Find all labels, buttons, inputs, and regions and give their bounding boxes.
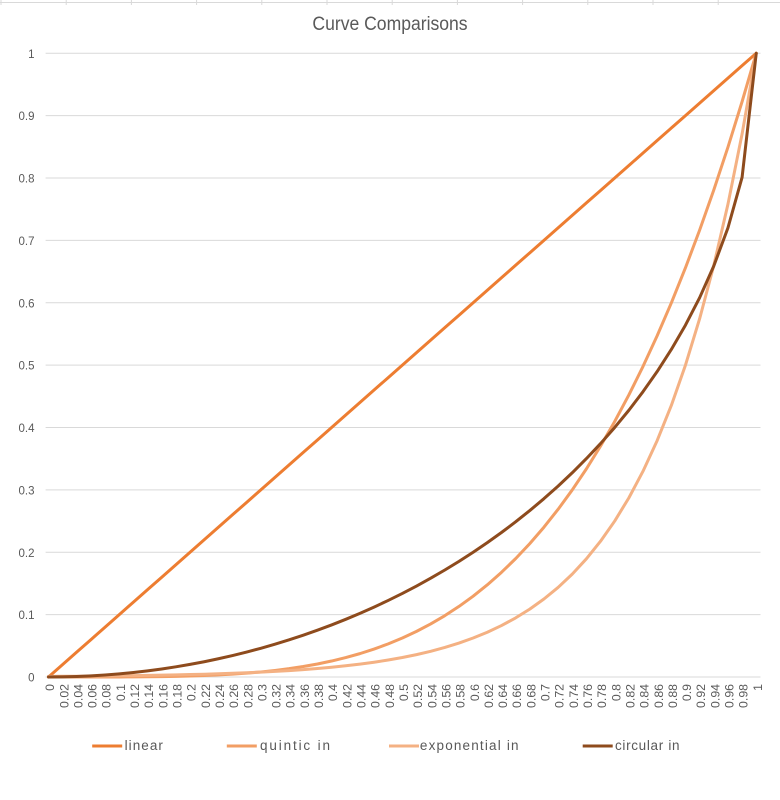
svg-text:0.84: 0.84 — [638, 684, 652, 708]
svg-text:0.96: 0.96 — [723, 684, 737, 708]
svg-text:1: 1 — [28, 49, 34, 61]
svg-text:circular in: circular in — [615, 738, 680, 753]
svg-text:0.44: 0.44 — [355, 684, 369, 708]
svg-text:0.92: 0.92 — [694, 684, 708, 708]
svg-text:0.38: 0.38 — [312, 684, 326, 708]
svg-text:0.46: 0.46 — [369, 684, 383, 708]
svg-text:0.9: 0.9 — [680, 684, 694, 701]
svg-text:0.26: 0.26 — [227, 684, 241, 708]
svg-text:0.6: 0.6 — [19, 298, 35, 310]
svg-text:0.52: 0.52 — [411, 684, 425, 708]
svg-text:0.88: 0.88 — [666, 684, 680, 708]
svg-text:0.04: 0.04 — [71, 684, 85, 708]
svg-text:0.9: 0.9 — [19, 111, 35, 123]
svg-text:0.56: 0.56 — [439, 684, 453, 708]
svg-text:0.42: 0.42 — [340, 684, 354, 708]
svg-text:0.08: 0.08 — [100, 684, 114, 708]
svg-text:0: 0 — [28, 673, 34, 685]
svg-text:0.1: 0.1 — [19, 610, 35, 622]
svg-text:exponential in: exponential in — [420, 738, 519, 753]
svg-text:0.48: 0.48 — [383, 684, 397, 708]
svg-text:0.66: 0.66 — [510, 684, 524, 708]
svg-text:0.4: 0.4 — [19, 423, 36, 435]
svg-text:0.7: 0.7 — [539, 684, 553, 701]
svg-text:0.78: 0.78 — [595, 684, 609, 708]
svg-text:0.28: 0.28 — [241, 684, 255, 708]
svg-text:0.68: 0.68 — [524, 684, 538, 708]
svg-text:0.62: 0.62 — [482, 684, 496, 708]
svg-text:0.54: 0.54 — [425, 684, 439, 708]
svg-text:0.6: 0.6 — [468, 684, 482, 701]
svg-text:0.82: 0.82 — [623, 684, 637, 708]
svg-text:0.4: 0.4 — [326, 684, 340, 701]
svg-text:0.5: 0.5 — [19, 361, 35, 373]
svg-text:0.18: 0.18 — [170, 684, 184, 708]
svg-text:0.86: 0.86 — [652, 684, 666, 708]
svg-text:0.14: 0.14 — [142, 684, 156, 708]
svg-text:linear: linear — [125, 738, 164, 753]
svg-text:0.72: 0.72 — [553, 684, 567, 708]
svg-text:0.2: 0.2 — [185, 684, 199, 701]
svg-text:0.74: 0.74 — [567, 684, 581, 708]
svg-text:0.94: 0.94 — [708, 684, 722, 708]
svg-text:0.2: 0.2 — [19, 548, 35, 560]
svg-text:0.16: 0.16 — [156, 684, 170, 708]
svg-text:0.1: 0.1 — [114, 684, 128, 701]
svg-text:0.22: 0.22 — [199, 684, 213, 708]
svg-text:0.3: 0.3 — [19, 485, 35, 497]
svg-text:0.76: 0.76 — [581, 684, 595, 708]
svg-text:0.36: 0.36 — [298, 684, 312, 708]
svg-text:0.8: 0.8 — [19, 174, 35, 186]
svg-text:0.12: 0.12 — [128, 684, 142, 708]
svg-text:0.5: 0.5 — [397, 684, 411, 701]
svg-text:1: 1 — [751, 684, 765, 691]
svg-text:0.06: 0.06 — [86, 684, 100, 708]
svg-text:0.3: 0.3 — [255, 684, 269, 701]
svg-text:0.02: 0.02 — [57, 684, 71, 708]
svg-text:quintic in: quintic in — [260, 738, 330, 753]
svg-text:0.32: 0.32 — [270, 684, 284, 708]
svg-text:0.64: 0.64 — [496, 684, 510, 708]
svg-text:Curve Comparisons: Curve Comparisons — [312, 14, 467, 35]
svg-text:0.7: 0.7 — [19, 236, 35, 248]
svg-text:0.58: 0.58 — [454, 684, 468, 708]
svg-text:0.34: 0.34 — [284, 684, 298, 708]
svg-text:0.98: 0.98 — [737, 684, 751, 708]
svg-text:0: 0 — [43, 684, 57, 691]
svg-text:0.8: 0.8 — [609, 684, 623, 701]
svg-text:0.24: 0.24 — [213, 684, 227, 708]
